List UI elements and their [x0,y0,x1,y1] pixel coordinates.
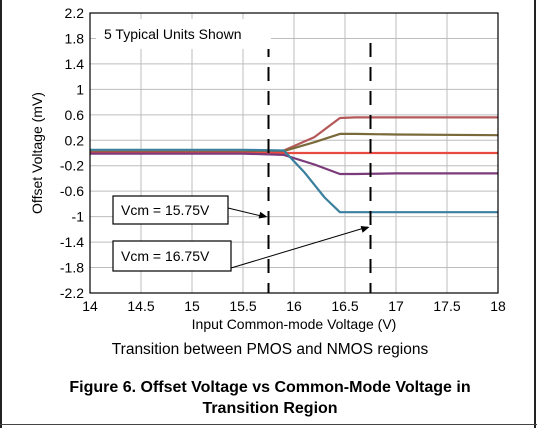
typical-units-label: 5 Typical Units Shown [104,26,241,42]
chart-subtitle: Transition between PMOS and NMOS regions [111,341,429,358]
y-tick-label: -1.4 [60,234,84,250]
y-tick-label: 0.6 [65,107,85,123]
page-border-bottom [0,424,537,425]
typical-units-box [96,19,271,49]
x-tick-label: 16.5 [331,298,358,314]
x-tick-label: 14.5 [127,298,154,314]
figure-caption: Figure 6. Offset Voltage vs Common-Mode … [69,379,471,417]
series-line-5 [90,148,498,214]
y-tick-label: -2.2 [60,285,84,301]
y-tick-label: 1 [76,81,84,97]
y-axis-label: Offset Voltage (mV) [29,92,45,214]
x-tick-label: 16 [286,298,302,314]
x-axis-label: Input Common-mode Voltage (V) [192,316,397,332]
x-tick-label: 15 [184,298,200,314]
page-border-right [534,0,536,428]
y-tick-label: 2.2 [65,5,85,21]
y-tick-label: 1.8 [65,30,85,46]
y-tick-label: -1 [72,209,85,225]
vcm-arrowhead-1 [258,211,268,219]
vcm-leader-2 [230,226,368,269]
x-tick-label: 15.5 [229,298,256,314]
vcm-label-box-1 [112,195,229,225]
y-tick-label: 0.2 [65,132,85,148]
x-tick-label: 17.5 [433,298,460,314]
x-tick-label: 18 [490,298,506,314]
x-tick-label: 14 [82,298,98,314]
page-border-left [0,0,2,428]
axes: 14 14.5 15 15.5 16 16.5 17 17.5 18 2.2 1.8 1.4 1 0.6 0… [29,5,506,332]
annotations: 5 Typical Units Shown Vcm = 15.75V Vcm = 1… [96,19,370,272]
y-tick-label: -0.6 [60,183,84,199]
y-tick-label: -0.2 [60,158,84,174]
y-tick-label: 1.4 [65,56,85,72]
vcm-label-1: Vcm = 15.75V [121,202,210,218]
y-tick-label: -1.8 [60,260,84,276]
offset-voltage-chart: 14 14.5 15 15.5 16 16.5 17 17.5 18 2.2 1.8 1.4 1 0.6 0… [29,5,506,332]
series-line-4 [90,152,498,176]
vcm-label-2: Vcm = 16.75V [121,248,210,264]
vcm-leader-1 [227,207,266,218]
series-lines [90,116,499,214]
x-tick-label: 17 [388,298,404,314]
vcm-arrowhead-2 [360,226,370,233]
vcm-markers [267,43,372,293]
vcm-label-box-2 [112,240,232,272]
plot-frame [89,12,499,294]
